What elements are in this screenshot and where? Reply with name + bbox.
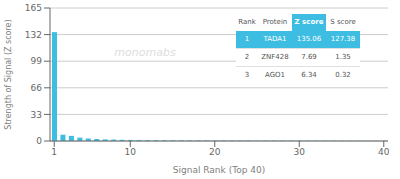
- svg-text:0: 0: [36, 136, 42, 146]
- svg-text:Strength of Signal (Z score): Strength of Signal (Z score): [8, 19, 13, 129]
- html-text:Protein: Protein: [262, 18, 288, 26]
- svg-text:Signal Rank (Top 40): Signal Rank (Top 40): [173, 165, 265, 175]
- html-text:3: 3: [244, 71, 250, 79]
- svg-text:132: 132: [25, 30, 42, 40]
- svg-text:66: 66: [31, 83, 43, 93]
- svg-text:33: 33: [31, 110, 42, 120]
- html-text:S score: S score: [330, 18, 356, 26]
- svg-text:40: 40: [378, 147, 390, 157]
- html-text:6.34: 6.34: [301, 71, 317, 79]
- html-text:Rank: Rank: [238, 18, 256, 26]
- html-text:Z score: Z score: [294, 18, 324, 26]
- svg-text:99: 99: [31, 56, 43, 66]
- html-text:AGO1: AGO1: [265, 71, 285, 79]
- html-text:127.38: 127.38: [330, 35, 356, 43]
- svg-text:30: 30: [294, 147, 306, 157]
- svg-text:20: 20: [209, 147, 221, 157]
- html-text:ZNF428: ZNF428: [261, 53, 289, 61]
- html-text:1.35: 1.35: [335, 53, 351, 61]
- svg-text:165: 165: [25, 3, 42, 13]
- html-text:7.69: 7.69: [301, 53, 317, 61]
- html-text:135.06: 135.06: [296, 35, 322, 43]
- html-text:1: 1: [244, 35, 250, 43]
- html-text:0.32: 0.32: [335, 71, 351, 79]
- html-text:monomabs: monomabs: [114, 45, 176, 59]
- html-text:2: 2: [244, 53, 250, 61]
- html-text:TADA1: TADA1: [263, 35, 287, 43]
- svg-text:1: 1: [51, 147, 57, 157]
- svg-text:10: 10: [125, 147, 137, 157]
